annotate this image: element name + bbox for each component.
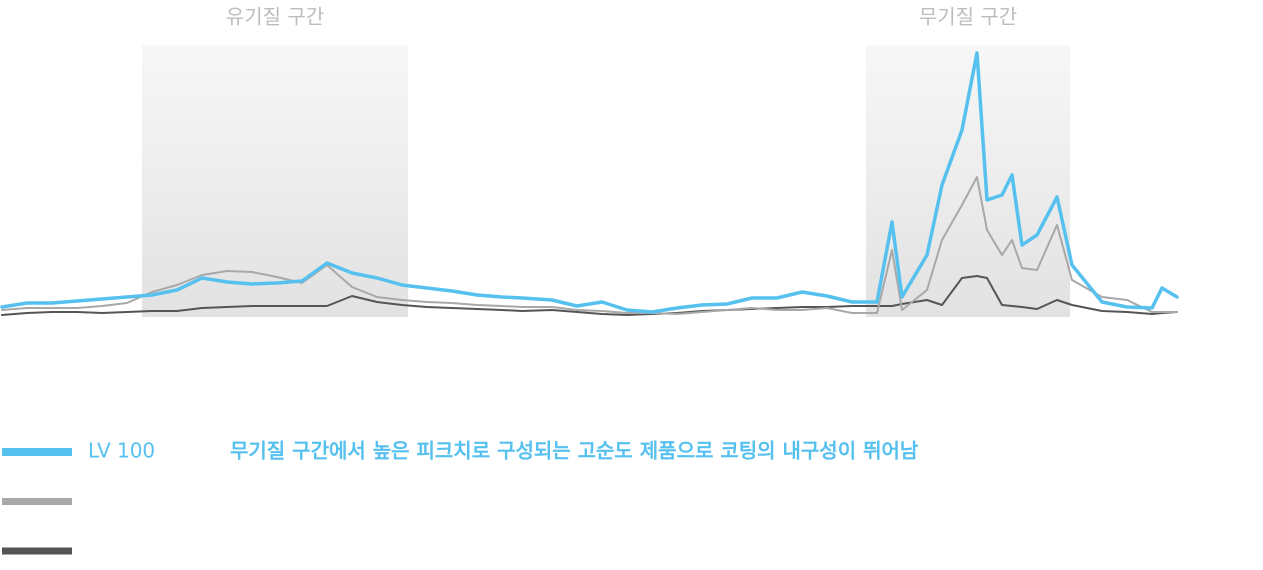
series-line	[0, 51, 1179, 314]
region-band	[142, 45, 408, 317]
annotation: 무기질 구간에서 높은 피크치로 구성되는 고순도 제품으로 코팅의 내구성이 …	[230, 439, 919, 463]
region-label: 무기질 구간	[919, 5, 1017, 29]
region-label: 유기질 구간	[226, 5, 324, 29]
legend-label: LV 100	[88, 439, 155, 463]
series-line	[1, 176, 1178, 315]
